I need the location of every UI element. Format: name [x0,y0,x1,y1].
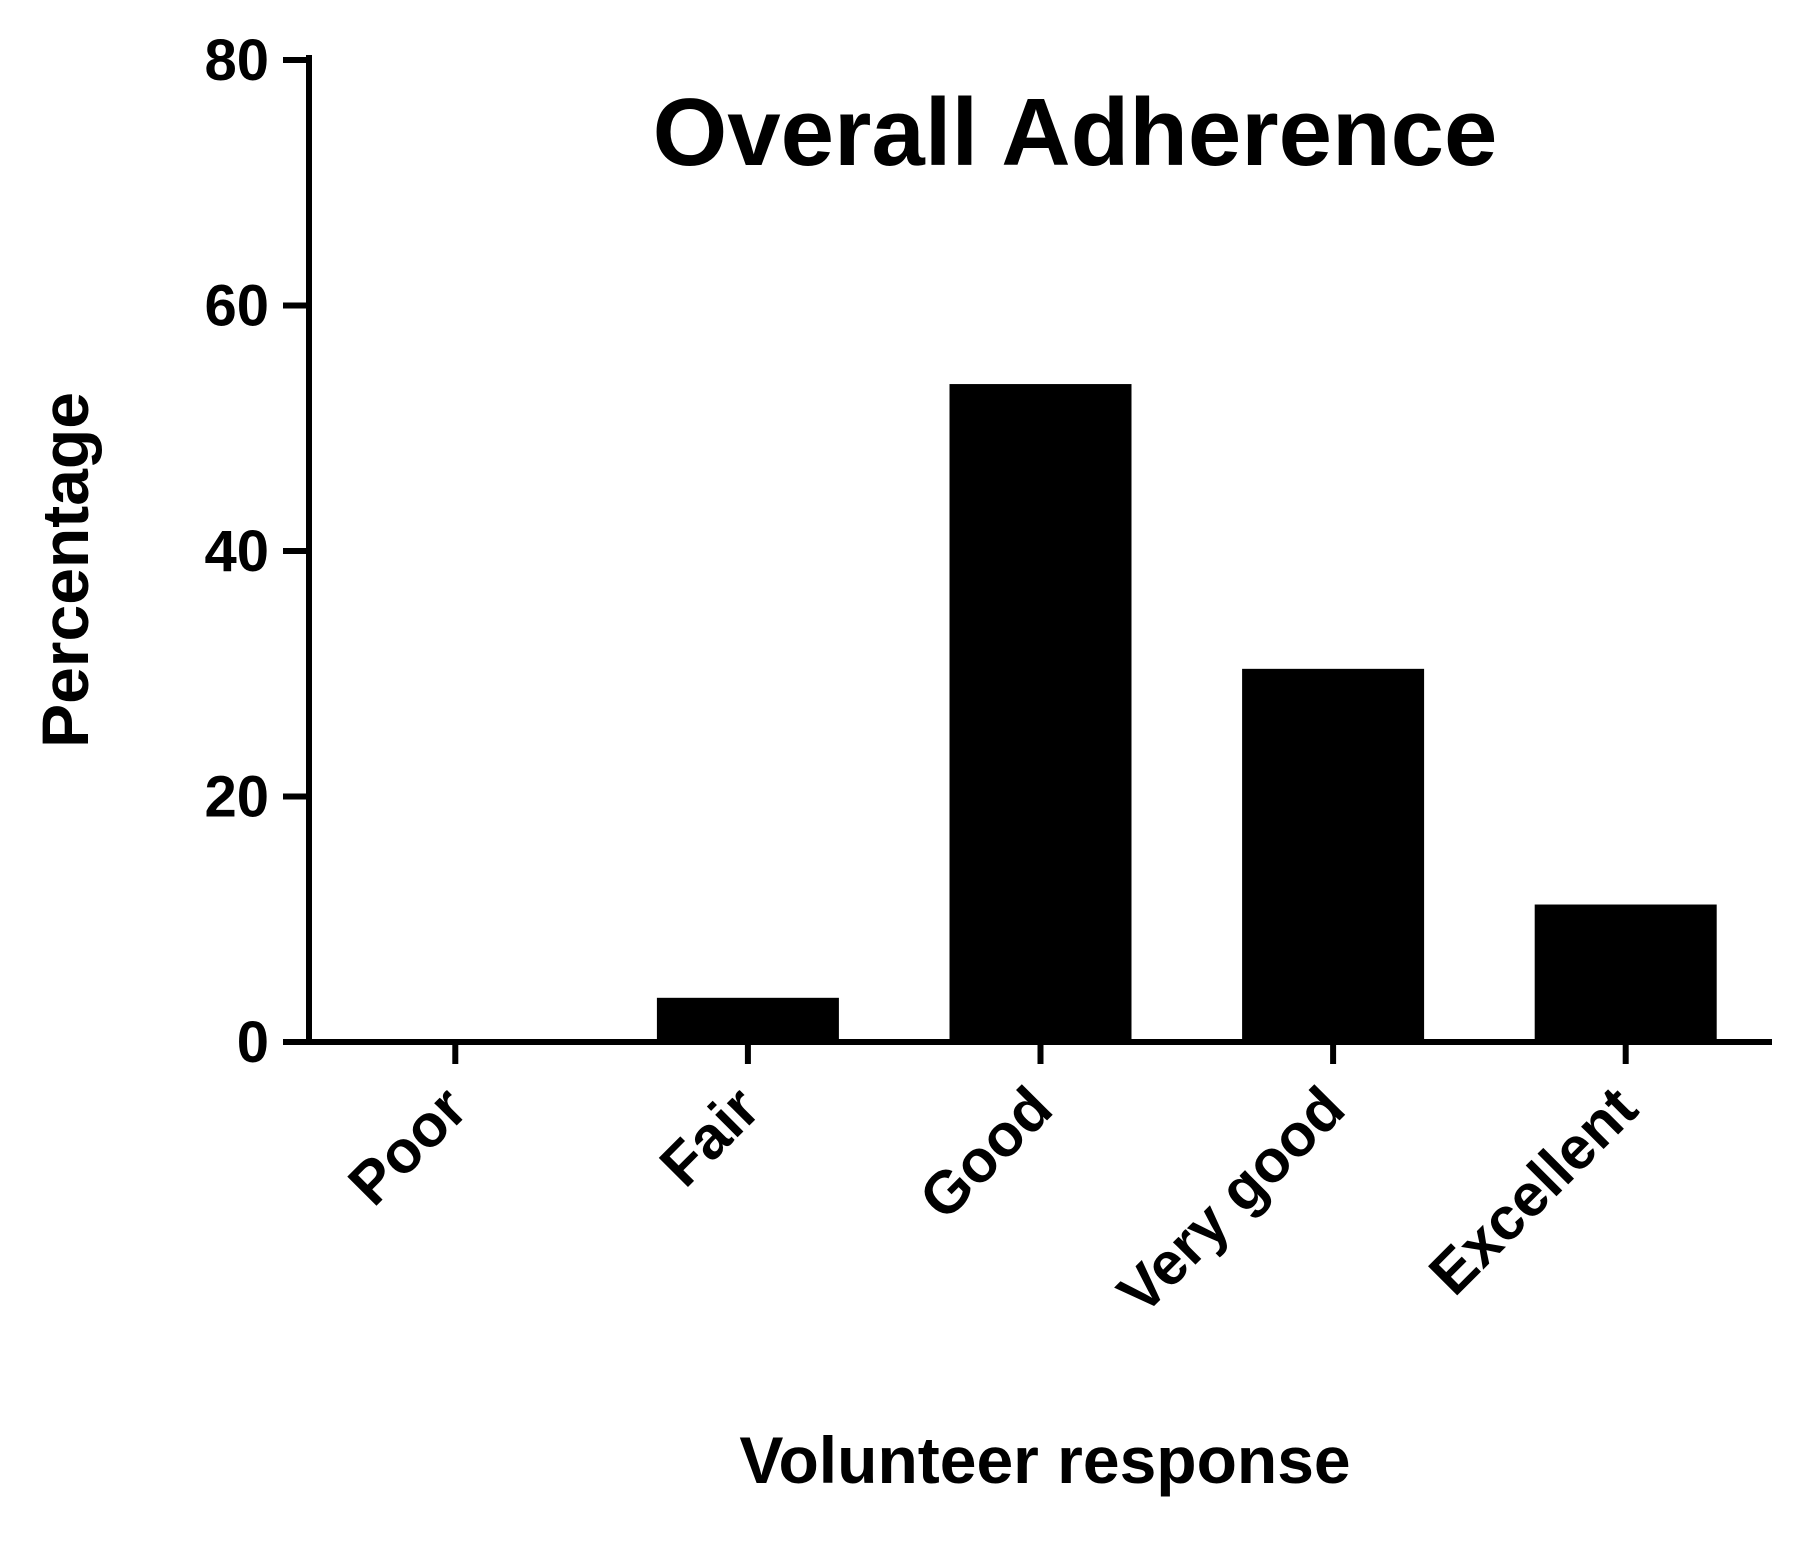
y-tick-label: 20 [204,765,269,830]
y-tick-label: 40 [204,519,269,584]
x-axis-title: Volunteer response [739,1423,1350,1497]
bar-excellent [1534,904,1717,1042]
x-tick-label: Very good [1105,1074,1357,1326]
bars-group [656,384,1717,1042]
x-tick-label: Fair [647,1074,772,1199]
y-tick-label: 0 [237,1010,269,1075]
chart-title: Overall Adherence [653,79,1498,186]
bar-very-good [1242,668,1425,1042]
bar-fair [656,997,839,1042]
x-tick-label: Good [907,1074,1065,1232]
y-tick-label: 80 [204,28,269,93]
y-axis-title: Percentage [28,392,102,748]
y-axis-ticks: 0 20 40 60 80 [204,28,309,1075]
x-axis-ticks: Poor Fair Good Very good Excellent [335,1042,1650,1326]
y-tick-label: 60 [204,274,269,339]
x-tick-label: Poor [335,1074,479,1218]
x-tick-label: Excellent [1416,1074,1650,1308]
bar-good [949,384,1132,1042]
